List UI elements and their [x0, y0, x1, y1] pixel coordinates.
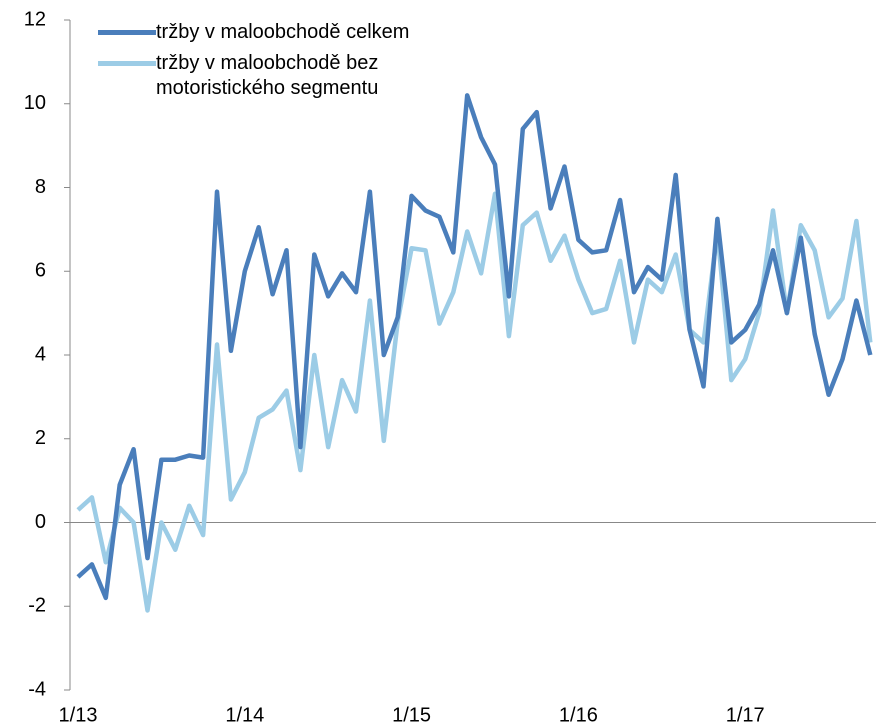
x-tick-label: 1/14 [225, 704, 264, 726]
y-tick-label: 6 [35, 260, 46, 282]
x-tick-label: 1/15 [392, 704, 431, 726]
legend-swatch [98, 61, 156, 66]
series-line [76, 191, 873, 613]
legend-label: tržby v maloobchodě bez motoristického s… [156, 52, 379, 99]
legend-item: tržby v maloobchodě celkem [98, 20, 456, 45]
legend-label: tržby v maloobchodě celkem [156, 21, 410, 43]
x-tick-label: 1/16 [559, 704, 598, 726]
y-tick-label: 0 [35, 511, 46, 533]
x-tick-label: 1/17 [726, 704, 765, 726]
y-tick-label: 2 [35, 427, 46, 449]
series-line [76, 93, 873, 601]
x-tick-label: 1/13 [59, 704, 98, 726]
y-tick-label: -4 [28, 678, 46, 700]
y-tick-label: -2 [28, 595, 46, 617]
legend-item: tržby v maloobchodě bez motoristického s… [98, 51, 456, 101]
legend: tržby v maloobchodě celkem tržby v maloob… [98, 20, 456, 107]
y-tick-label: 10 [24, 92, 46, 114]
y-tick-label: 4 [35, 343, 46, 365]
legend-swatch [98, 30, 156, 35]
y-tick-label: 8 [35, 176, 46, 198]
y-tick-label: 12 [24, 8, 46, 30]
